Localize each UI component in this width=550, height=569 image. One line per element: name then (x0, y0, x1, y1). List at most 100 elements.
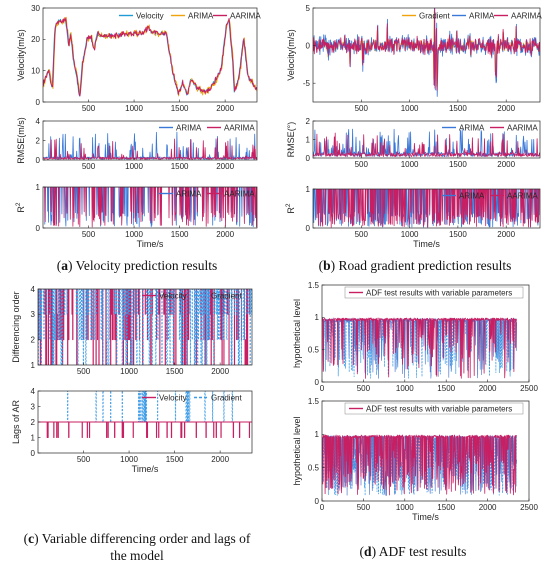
x-tick-label: 1000 (396, 384, 414, 393)
axes-frame (312, 7, 541, 103)
x-tick-label: 1500 (449, 104, 467, 113)
legend: Velocity Gradient (142, 393, 242, 402)
legend: Velocity ARIMA AARIMA (119, 11, 261, 20)
x-tick-label: 1000 (125, 104, 143, 113)
legend-entry: Velocity (159, 291, 187, 300)
caption-b: (b) Road gradient prediction results (319, 258, 512, 273)
x-tick-label: 500 (357, 384, 371, 393)
y-tick-label: 30 (31, 4, 40, 13)
y-tick-label: 0 (315, 497, 320, 506)
x-tick-label: 2500 (520, 384, 538, 393)
x-tick-label: 1500 (437, 503, 455, 512)
y-tick-label: 0.5 (308, 463, 320, 472)
legend: Gradient ARIMA AARIMA (402, 11, 542, 20)
y-tick-label: -5 (303, 79, 311, 88)
legend: ARIMA AARIMA (442, 191, 538, 200)
x-tick-label: 2000 (479, 503, 497, 512)
y-tick-label: 4 (36, 117, 41, 126)
y-tick-label: 1.5 (308, 281, 320, 290)
y-axis-label: hypothetical level (292, 416, 302, 485)
x-tick-label: 500 (82, 230, 96, 239)
y-tick-label: 0 (315, 378, 320, 387)
y-axis-label: Velocity(m/s) (16, 29, 26, 81)
legend-entry: AARIMA (224, 189, 255, 198)
x-tick-label: 0 (320, 384, 325, 393)
axes-frame (42, 186, 258, 229)
plot-area (313, 189, 540, 228)
x-tick-label: 2000 (216, 230, 234, 239)
y-tick-label: 0 (36, 224, 41, 233)
legend-entry: ARIMA (469, 11, 495, 20)
y-tick-label: 1 (31, 433, 36, 442)
legend: ARIMA AARIMA (159, 123, 255, 132)
x-tick-label: 2000 (479, 384, 497, 393)
y-tick-label: 5 (306, 4, 311, 13)
legend-entry: Gradient (419, 11, 450, 20)
y-tick-label: 3 (31, 310, 36, 319)
y-tick-label: 0 (36, 98, 41, 107)
x-tick-label: 1500 (166, 455, 184, 464)
series-adf (322, 317, 517, 379)
series-aarima (43, 137, 257, 160)
plot-area (313, 8, 540, 97)
y-tick-label: 1 (315, 313, 320, 322)
axes-frame (312, 188, 541, 229)
x-tick-label: 1500 (449, 160, 467, 169)
x-tick-label: 2500 (520, 503, 538, 512)
x-axis-label: Time/s (132, 464, 159, 474)
y-axis-label: Differencing order (11, 291, 21, 362)
series-aarima (43, 187, 257, 228)
x-tick-label: 0 (320, 503, 325, 512)
y-tick-label: 0 (306, 154, 311, 163)
y-tick-label: 0 (36, 156, 41, 165)
legend-entry: ARIMA (188, 11, 214, 20)
series-aarima (313, 189, 540, 228)
legend: ADF test results with variable parameter… (344, 402, 524, 415)
caption-a: (a) Velocity prediction results (57, 258, 218, 273)
y-tick-label: 1 (306, 185, 311, 194)
y-tick-label: 0 (31, 449, 36, 458)
plot-area (38, 391, 252, 438)
chart-b1: 500 1000 1500 2000 -5 0 5 Velocity(m/s) Gradient… (286, 4, 542, 113)
x-tick-label: 1000 (125, 162, 143, 171)
y-tick-label: 0 (306, 41, 311, 50)
y-axis-label: Lags of AR (11, 399, 21, 444)
axes-frame (37, 288, 253, 366)
chart-c2: 500 1000 1500 2000 0 1 2 3 4 Lags of AR Time/s Velo… (11, 387, 253, 474)
y-axis-label: R2 (285, 203, 296, 214)
x-tick-label: 500 (82, 104, 96, 113)
x-axis-label: Time/s (412, 512, 439, 522)
legend: ARIMA AARIMA (159, 189, 255, 198)
legend-entry: AARIMA (230, 11, 261, 20)
y-tick-label: 2 (306, 117, 311, 126)
y-tick-label: 2 (36, 136, 41, 145)
caption-c: (c) Variable differencing order and lags… (24, 531, 251, 546)
axes-frame (321, 284, 530, 383)
legend-entry: AARIMA (507, 123, 538, 132)
y-axis-label: R2 (15, 202, 26, 213)
legend-entry: Gradient (211, 393, 242, 402)
caption-d: (d) ADF test results (360, 544, 467, 559)
y-tick-label: 0 (306, 224, 311, 233)
y-tick-label: 20 (31, 35, 40, 44)
y-tick-label: 1 (36, 183, 41, 192)
legend-entry: Velocity (136, 11, 164, 20)
y-tick-label: 1 (315, 430, 320, 439)
x-tick-label: 1000 (120, 455, 138, 464)
legend-entry: ADF test results with variable parameter… (366, 404, 512, 413)
x-tick-label: 500 (77, 455, 91, 464)
x-tick-label: 1000 (125, 230, 143, 239)
y-tick-label: 1 (306, 135, 311, 144)
axes-frame (321, 400, 530, 502)
legend-entry: ARIMA (459, 123, 485, 132)
chart-a3: 500 1000 1500 2000 0 1 R2 Time/s ARIMA AARIMA (15, 183, 258, 249)
series-aarima (43, 17, 257, 97)
x-tick-label: 2000 (211, 367, 229, 376)
x-tick-label: 1000 (401, 230, 419, 239)
x-tick-label: 2000 (497, 104, 515, 113)
chart-d2: 0 500 1000 1500 2000 2500 0 0.5 1 1.5 hypothetical… (292, 397, 538, 522)
legend: ADF test results with variable parameter… (344, 286, 524, 299)
chart-a1: 500 1000 1500 2000 0 10 20 30 Velocity(m/s) Veloc… (16, 4, 261, 113)
series-aarima (313, 132, 540, 158)
y-tick-label: 4 (31, 285, 36, 294)
